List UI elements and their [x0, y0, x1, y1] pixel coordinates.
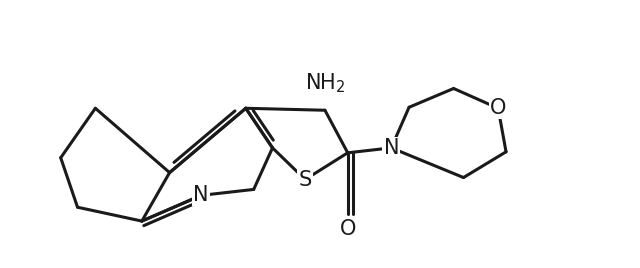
- Text: S: S: [298, 170, 312, 189]
- Text: N: N: [193, 185, 209, 205]
- Text: N: N: [383, 138, 399, 158]
- Text: NH$_2$: NH$_2$: [305, 72, 345, 95]
- Text: O: O: [340, 219, 356, 239]
- Text: O: O: [490, 98, 506, 118]
